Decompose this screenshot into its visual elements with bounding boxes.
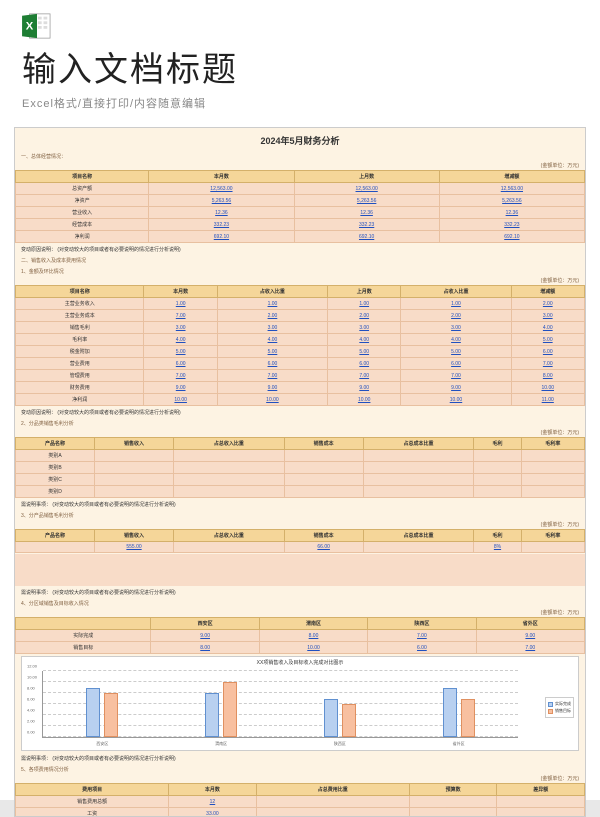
note-6: 需说明事项： (对变动较大的项目或者有必要说明的情况进行分析说明) [15, 753, 585, 764]
hero-title: 输入文档标题 [22, 42, 600, 91]
unit-label-5: (金额单位：万元) [15, 609, 585, 616]
page-container: X 输入文档标题 Excel格式/直接打印/内容随意编辑 2024年5月财务分析… [0, 0, 600, 800]
section6-sub: 5、各项费用情况分析 [15, 764, 585, 775]
excel-icon: X [22, 12, 52, 40]
note-3: 需说明事项： (对变动较大的项目或者有必要说明的情况进行分析说明) [15, 499, 585, 510]
pink-block-4 [15, 554, 585, 586]
svg-text:X: X [26, 21, 34, 33]
section2-label: 二、销售收入及成本费用情况 [15, 255, 585, 266]
section5-sub: 4、分区域销售及目标收入情况 [15, 598, 585, 609]
table-4: 产品名称销售收入占总收入比重销售成本占总成本比重毛利毛利率555.0066.00… [15, 529, 585, 553]
hero-subtitle: Excel格式/直接打印/内容随意编辑 [22, 95, 600, 111]
chart-title: XX项销售收入及目标收入完成对比图示 [22, 657, 578, 668]
section1-label: 一、总体经营情况： [15, 151, 585, 162]
table-5: 西安区渭南区陕西区省外区实际完成9.008.007.009.00销售目标8.00… [15, 617, 585, 654]
table-2: 项目名称本月数占收入比重上月数占收入比重增减额主营业务收入1.001.001.0… [15, 285, 585, 406]
unit-label-4: (金额单位：万元) [15, 521, 585, 528]
hero: 输入文档标题 Excel格式/直接打印/内容随意编辑 [0, 0, 600, 119]
unit-label-1: (金额单位：万元) [15, 162, 585, 169]
unit-label-2: (金额单位：万元) [15, 277, 585, 284]
chart-area: 0.002.004.006.008.0010.0012.00西安区渭南区陕西区省… [42, 671, 518, 738]
chart-legend: 实际完成 销售目标 [545, 697, 574, 718]
table-1: 项目名称本月数上月数增减额总资产额12,563.0012,563.0012,56… [15, 170, 585, 243]
table-3: 产品名称销售收入占总收入比重销售成本占总成本比重毛利毛利率类别A类别B类别C类别… [15, 437, 585, 498]
section4-sub: 3、分产品销售毛利分析 [15, 510, 585, 521]
section3-sub: 2、分品类销售毛利分析 [15, 418, 585, 429]
table-6: 费用项目本月数占总费用比重预算数差异额销售费用总额12工资33.00招待费53.… [15, 783, 585, 817]
doc-title: 2024年5月财务分析 [15, 128, 585, 151]
unit-label-3: (金额单位：万元) [15, 429, 585, 436]
unit-label-6: (金额单位：万元) [15, 775, 585, 782]
note-2: 变动原因说明： (对变动较大的项目或者有必要说明的情况进行分析说明) [15, 407, 585, 418]
section2-sub1: 1、金额及环比情况 [15, 266, 585, 277]
note-1: 变动原因说明： (对变动较大的项目或者有必要说明的情况进行分析说明) [15, 244, 585, 255]
document-preview: 2024年5月财务分析 一、总体经营情况： (金额单位：万元) 项目名称本月数上… [14, 127, 586, 817]
note-4: 需说明事项： (对变动较大的项目或者有必要说明的情况进行分析说明) [15, 587, 585, 598]
bar-chart: XX项销售收入及目标收入完成对比图示 0.002.004.006.008.001… [21, 656, 579, 751]
